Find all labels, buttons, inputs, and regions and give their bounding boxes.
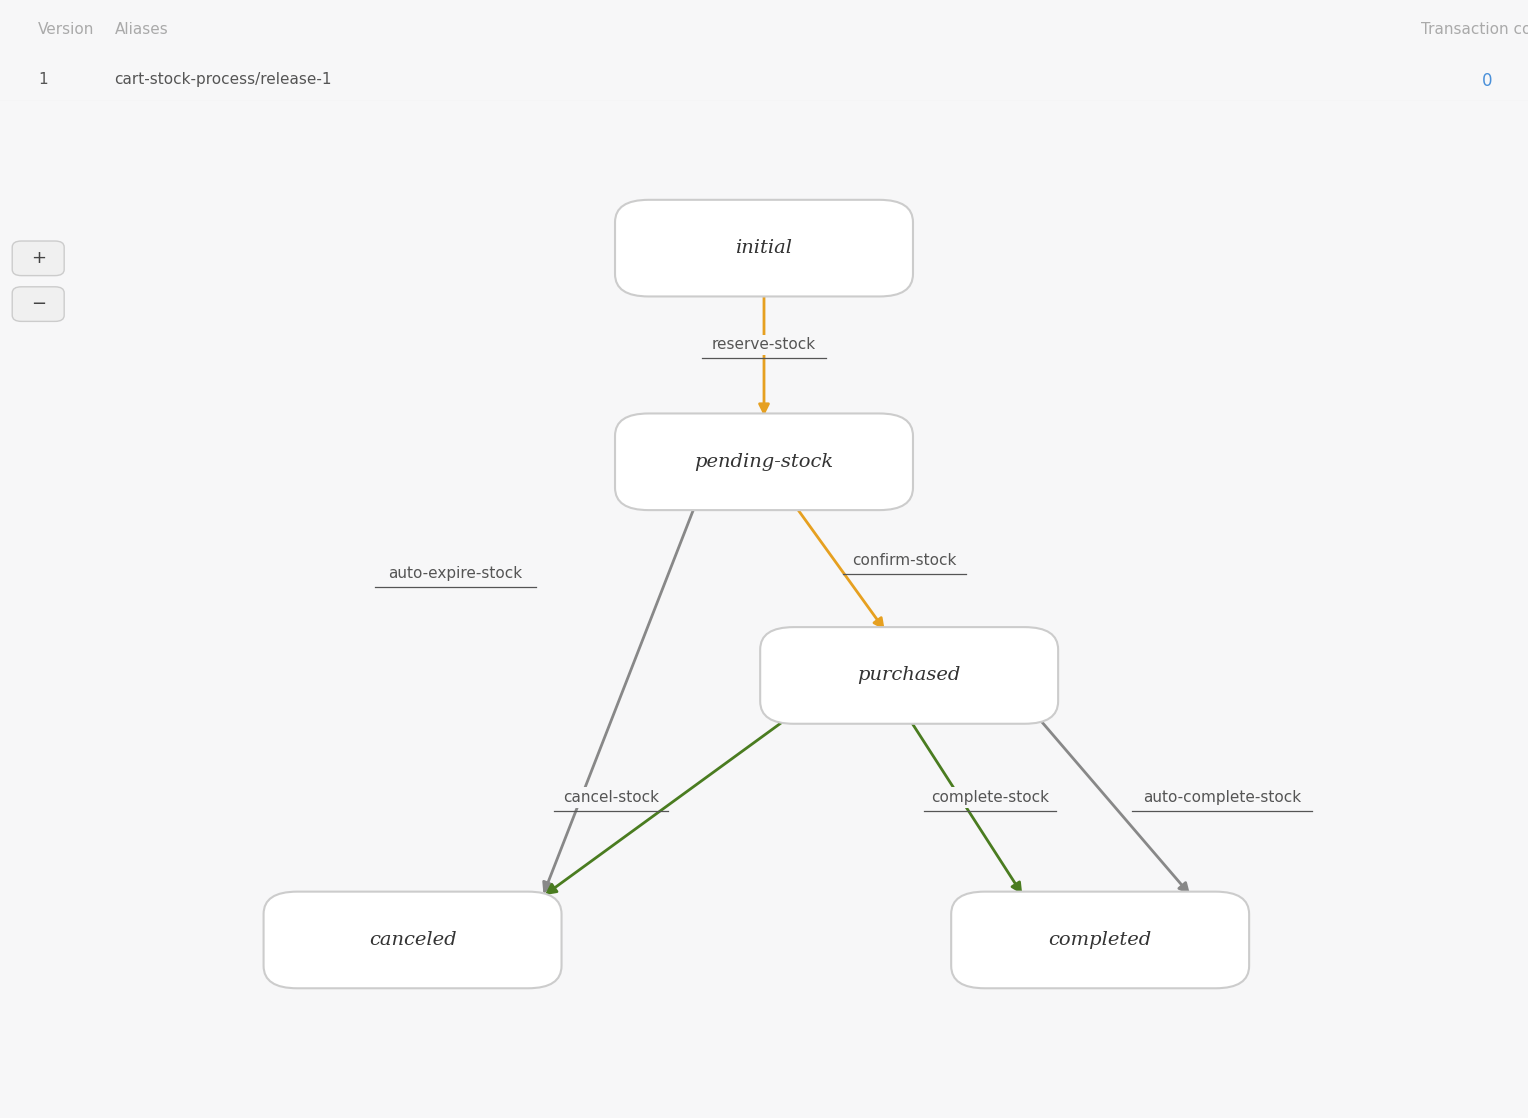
Text: +: +: [31, 249, 46, 267]
Text: complete-stock: complete-stock: [931, 790, 1050, 805]
Text: 0: 0: [1482, 73, 1493, 91]
FancyBboxPatch shape: [761, 627, 1057, 723]
Text: cart-stock-process/release-1: cart-stock-process/release-1: [115, 73, 332, 87]
Text: canceled: canceled: [368, 931, 457, 949]
FancyBboxPatch shape: [12, 241, 64, 276]
Text: auto-expire-stock: auto-expire-stock: [388, 566, 523, 581]
Text: auto-complete-stock: auto-complete-stock: [1143, 790, 1302, 805]
FancyBboxPatch shape: [950, 892, 1250, 988]
Text: Aliases: Aliases: [115, 22, 168, 37]
FancyBboxPatch shape: [614, 414, 912, 510]
Text: cancel-stock: cancel-stock: [564, 790, 659, 805]
Text: confirm-stock: confirm-stock: [853, 553, 957, 568]
Text: 1: 1: [38, 73, 47, 87]
Text: pending-stock: pending-stock: [694, 453, 834, 471]
Text: purchased: purchased: [857, 666, 961, 684]
Text: reserve-stock: reserve-stock: [712, 338, 816, 352]
Text: Version: Version: [38, 22, 95, 37]
Text: completed: completed: [1048, 931, 1152, 949]
Text: Transaction count: Transaction count: [1421, 22, 1528, 37]
FancyBboxPatch shape: [12, 287, 64, 321]
FancyBboxPatch shape: [614, 200, 912, 296]
FancyBboxPatch shape: [264, 892, 562, 988]
Text: initial: initial: [735, 239, 793, 257]
Text: −: −: [31, 295, 46, 313]
